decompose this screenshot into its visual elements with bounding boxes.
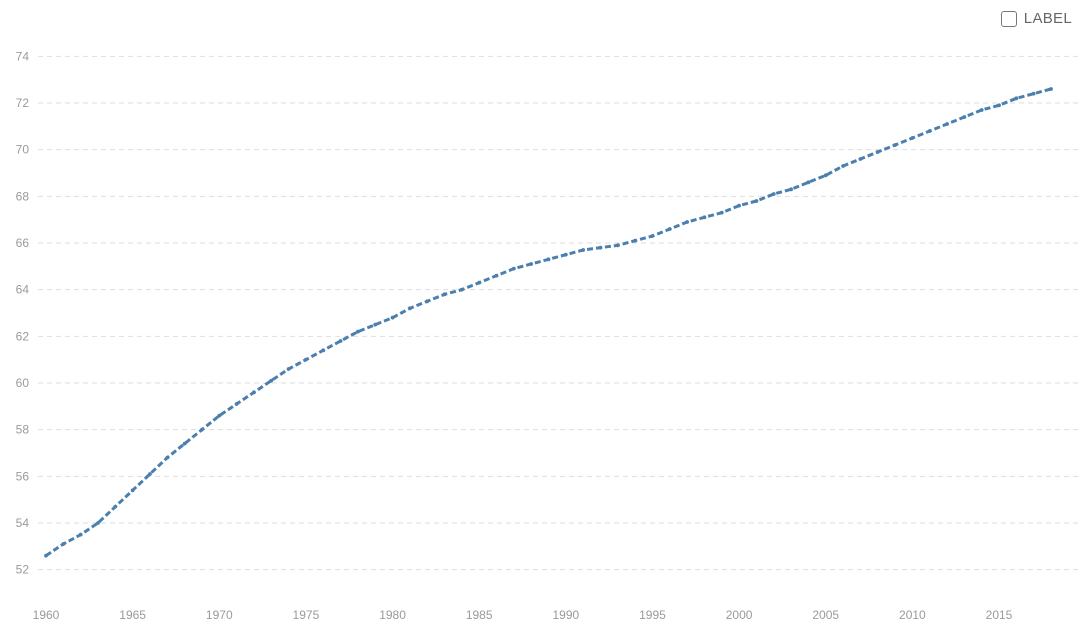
data-point[interactable] xyxy=(581,248,586,252)
data-point[interactable] xyxy=(875,150,880,154)
data-point[interactable] xyxy=(997,103,1001,108)
data-point[interactable] xyxy=(650,234,655,238)
data-point[interactable] xyxy=(927,129,932,133)
y-tick-label: 56 xyxy=(16,469,30,483)
data-point[interactable] xyxy=(390,315,395,320)
data-point[interactable] xyxy=(252,390,256,395)
y-tick-label: 68 xyxy=(16,189,30,203)
data-point[interactable] xyxy=(130,488,135,493)
x-tick-label: 1970 xyxy=(206,608,233,622)
x-tick-label: 1975 xyxy=(293,608,320,622)
data-point[interactable] xyxy=(633,238,638,243)
data-point[interactable] xyxy=(234,402,239,406)
y-tick-label: 54 xyxy=(16,516,30,530)
data-point[interactable] xyxy=(962,115,967,119)
data-point[interactable] xyxy=(546,257,551,262)
data-point[interactable] xyxy=(78,532,83,537)
data-point[interactable] xyxy=(1049,87,1053,91)
data-point[interactable] xyxy=(494,273,499,278)
y-tick-label: 64 xyxy=(16,283,30,297)
y-tick-label: 52 xyxy=(16,563,30,577)
x-tick-label: 2005 xyxy=(812,608,839,622)
data-point[interactable] xyxy=(459,287,464,292)
x-tick-label: 1985 xyxy=(466,608,493,622)
data-point[interactable] xyxy=(615,243,620,248)
y-axis-ticks: 52 54 56 58 60 62 64 66 68 70 72 74 xyxy=(16,49,30,576)
data-point[interactable] xyxy=(442,292,447,297)
data-point[interactable] xyxy=(477,280,482,285)
data-point[interactable] xyxy=(529,262,534,266)
data-point[interactable] xyxy=(858,157,863,161)
data-point[interactable] xyxy=(598,245,603,250)
data-point[interactable] xyxy=(355,329,360,334)
data-point[interactable] xyxy=(737,203,742,208)
data-point[interactable] xyxy=(563,252,568,257)
data-point[interactable] xyxy=(96,521,100,525)
data-point[interactable] xyxy=(1031,91,1036,96)
data-point[interactable] xyxy=(841,164,845,168)
y-tick-label: 74 xyxy=(16,49,30,63)
y-tick-label: 60 xyxy=(16,376,30,390)
data-point[interactable] xyxy=(338,339,343,343)
data-point[interactable] xyxy=(667,227,672,231)
data-point[interactable] xyxy=(182,441,187,446)
data-point[interactable] xyxy=(321,348,326,353)
data-point[interactable] xyxy=(702,215,707,220)
data-point[interactable] xyxy=(148,472,152,476)
y-tick-label: 58 xyxy=(16,423,30,437)
x-axis-ticks: 1960 1965 1970 1975 1980 1985 1990 1995 2000 2005… xyxy=(33,608,1013,622)
data-point[interactable] xyxy=(217,413,222,418)
data-point[interactable] xyxy=(44,553,48,558)
data-point[interactable] xyxy=(407,306,412,311)
data-point[interactable] xyxy=(945,122,949,126)
x-tick-label: 1980 xyxy=(379,608,406,622)
series-group xyxy=(44,87,1053,558)
label-toggle[interactable]: LABEL xyxy=(1000,10,1072,27)
data-point[interactable] xyxy=(113,504,118,509)
y-tick-label: 72 xyxy=(16,96,30,110)
data-point[interactable] xyxy=(61,542,66,546)
x-tick-label: 2010 xyxy=(899,608,926,622)
data-point[interactable] xyxy=(425,299,430,304)
x-tick-label: 2015 xyxy=(986,608,1013,622)
data-point[interactable] xyxy=(269,378,274,383)
series-line xyxy=(45,87,1052,557)
y-tick-label: 70 xyxy=(16,143,30,157)
data-point[interactable] xyxy=(304,357,308,362)
data-point[interactable] xyxy=(165,455,170,460)
data-point[interactable] xyxy=(823,173,828,178)
x-tick-label: 1960 xyxy=(33,608,60,622)
data-point[interactable] xyxy=(910,136,915,140)
y-tick-label: 62 xyxy=(16,329,30,343)
data-point[interactable] xyxy=(719,210,724,215)
data-point[interactable] xyxy=(789,187,793,192)
checkbox-icon[interactable] xyxy=(1000,10,1017,27)
y-tick-label: 66 xyxy=(16,236,30,250)
x-tick-label: 1995 xyxy=(639,608,666,622)
data-point[interactable] xyxy=(893,143,897,147)
grid-lines xyxy=(38,55,1080,571)
data-point[interactable] xyxy=(373,322,378,327)
data-point[interactable] xyxy=(511,266,516,271)
x-tick-label: 1990 xyxy=(552,608,579,622)
data-point[interactable] xyxy=(1014,96,1019,101)
data-point[interactable] xyxy=(286,367,291,371)
data-point[interactable] xyxy=(200,427,204,432)
data-point[interactable] xyxy=(685,220,690,224)
data-point[interactable] xyxy=(979,108,984,112)
data-point[interactable] xyxy=(771,192,776,196)
x-tick-label: 1965 xyxy=(119,608,146,622)
label-toggle-text: LABEL xyxy=(1023,10,1072,27)
data-point[interactable] xyxy=(806,180,811,185)
x-tick-label: 2000 xyxy=(726,608,753,622)
data-point[interactable] xyxy=(754,199,759,203)
